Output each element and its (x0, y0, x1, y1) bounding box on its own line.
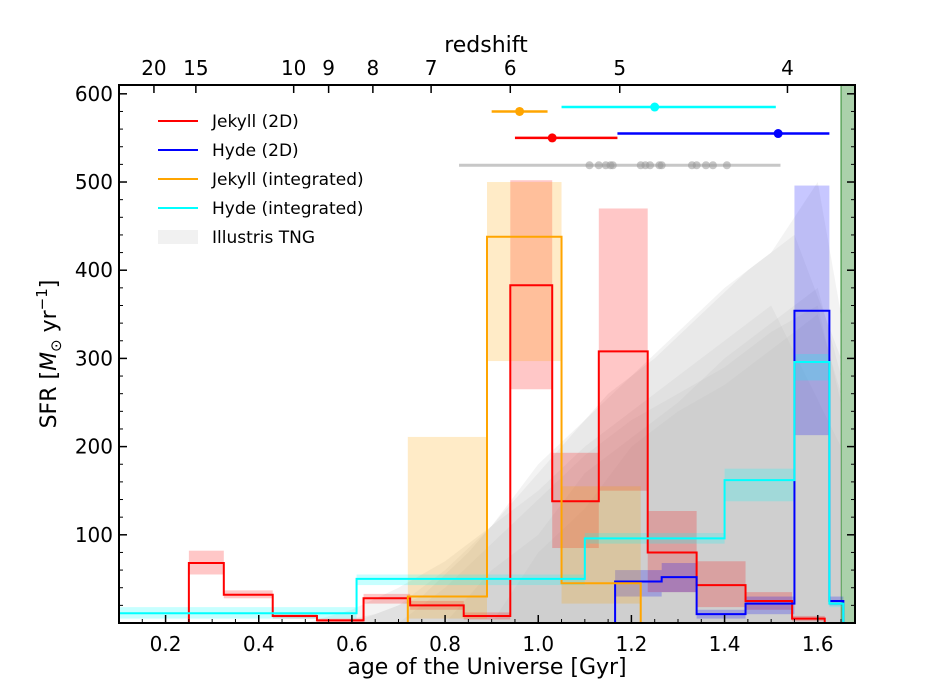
tng-envelope-3 (305, 305, 842, 623)
x-tick-label: 1.4 (709, 632, 741, 656)
y-tick-label: 400 (75, 258, 113, 282)
legend-label-1: Hyde (2D) (212, 141, 299, 161)
tng-formation-point-14 (722, 161, 731, 170)
y-axis-label-unit-exp: −1 (33, 288, 51, 310)
tng-formation-point-0 (585, 161, 594, 170)
x-tick-label: 0.2 (150, 632, 182, 656)
legend-label-4: Illustris TNG (212, 228, 315, 248)
legend-label-3: Hyde (integrated) (212, 199, 364, 219)
redshift-tick-label: 6 (504, 56, 517, 80)
step-line-2 (406, 235, 644, 623)
redshift-tick-label: 8 (367, 56, 380, 80)
tng-envelope-4 (445, 287, 842, 623)
tng-formation-point-12 (701, 161, 710, 170)
step-line-3 (119, 360, 845, 623)
y-tick-label: 600 (75, 82, 113, 106)
uncertainty-band-2-1 (487, 182, 562, 362)
uncertainty-band-1-3 (745, 596, 795, 615)
y-axis-label-unit-rest: yr (37, 309, 62, 339)
formation-point-2 (547, 133, 557, 143)
redshift-tick-label: 5 (613, 56, 626, 80)
y-tick-label: 100 (75, 523, 113, 547)
tng-formation-point-1 (594, 161, 603, 170)
uncertainty-band-2-0 (407, 436, 487, 619)
y-axis-label: SFR [M⊙ yr−1] (33, 280, 65, 429)
uncertainty-band-3-4 (794, 354, 830, 381)
x-tick-label: 1.0 (522, 632, 554, 656)
x-tick-label: 0.6 (336, 632, 368, 656)
y-tick-label: 500 (75, 170, 113, 194)
tng-formation-point-7 (646, 161, 655, 170)
y-axis-label-prefix: SFR [ (37, 371, 62, 428)
x-axis-label: age of the Universe [Gyr] (347, 655, 626, 680)
tng-envelope-0 (328, 234, 842, 623)
tng-envelope-5 (491, 314, 842, 623)
formation-point-3 (773, 129, 783, 139)
redshift-tick-label: 20 (141, 56, 166, 80)
formation-point-0 (515, 106, 525, 116)
x-tick-label: 0.8 (429, 632, 461, 656)
legend: Jekyll (2D) Hyde (2D) Jekyll (integrated) H… (158, 112, 364, 248)
redshift-tick-label: 7 (425, 56, 438, 80)
x-tick-label: 0.4 (243, 632, 275, 656)
uncertainty-band-2-2 (561, 486, 641, 604)
y-tick-label: 300 (75, 346, 113, 370)
redshift-tick-label: 10 (281, 56, 306, 80)
legend-label-2: Jekyll (integrated) (211, 170, 364, 190)
uncertainty-band-0-9 (598, 208, 648, 491)
tng-envelope-1 (351, 182, 842, 623)
observed-epoch-band (840, 85, 855, 623)
tng-formation-point-4 (608, 161, 617, 170)
x-tick-label: 1.2 (615, 632, 647, 656)
tng-formation-point-9 (657, 161, 666, 170)
plot-area (119, 85, 855, 623)
legend-swatch-tng (158, 230, 198, 244)
axes: 100 200 300 400 500 600 0.2 0.4 0.6 0.8 1.0 1.2 1.4 1… (75, 56, 855, 656)
uncertainty-band-3-3 (724, 468, 795, 502)
redshift-tick-label: 15 (183, 56, 208, 80)
redshift-tick-label: 4 (781, 56, 794, 80)
redshift-tick-label: 9 (322, 56, 335, 80)
top-x-axis-label: redshift (444, 33, 528, 58)
y-axis-label-suffix: ] (37, 280, 62, 289)
tng-formation-point-11 (692, 161, 701, 170)
x-tick-label: 1.6 (802, 632, 834, 656)
tng-envelope-2 (398, 305, 842, 623)
formation-point-1 (650, 102, 660, 112)
y-tick-label: 200 (75, 435, 113, 459)
y-axis-label-unit-sub: ⊙ (47, 339, 65, 352)
legend-label-0: Jekyll (2D) (211, 112, 299, 132)
plot-frame (118, 84, 856, 624)
tng-formation-point-13 (708, 161, 717, 170)
y-axis-label-unit-symbol: M (37, 352, 62, 371)
